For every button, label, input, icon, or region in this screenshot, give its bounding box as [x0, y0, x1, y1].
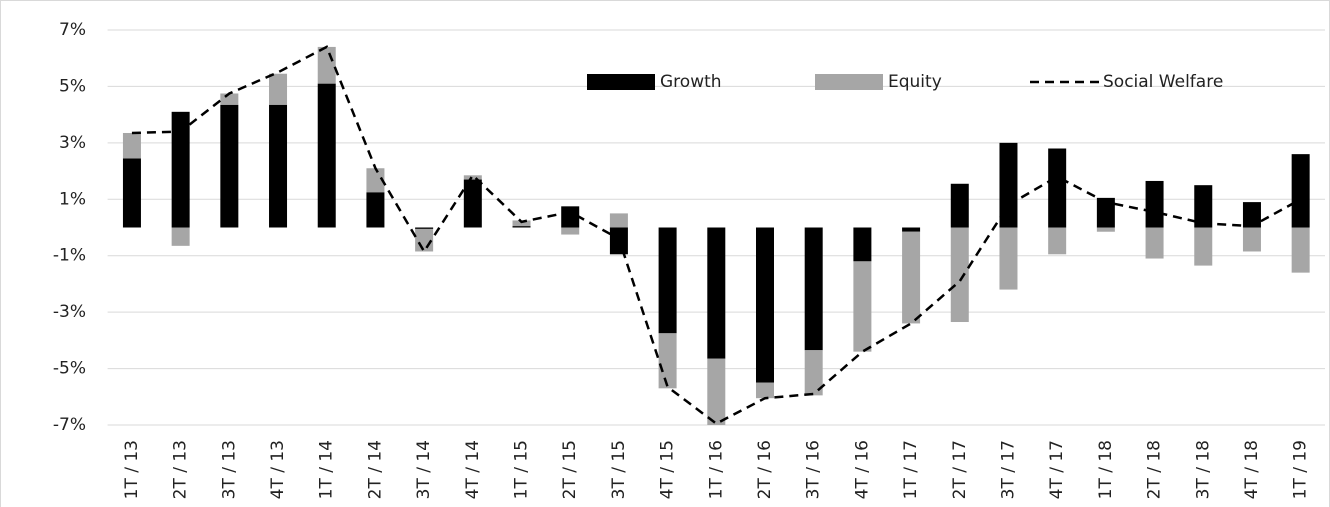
bar [1291, 154, 1310, 228]
bar [707, 227, 726, 359]
bar [171, 227, 190, 246]
x-tick-label: 4T / 13 [268, 440, 288, 499]
bar [1194, 227, 1213, 266]
x-tick-label: 1T / 15 [512, 440, 532, 499]
bar [1048, 148, 1067, 228]
bar [755, 382, 774, 399]
x-tick-label: 1T / 13 [122, 440, 142, 499]
x-tick-label: 3T / 17 [998, 440, 1018, 499]
bar [853, 261, 872, 352]
bar [463, 175, 482, 180]
x-tick-label: 4T / 17 [1047, 440, 1067, 499]
y-tick-label: 7% [59, 20, 86, 40]
x-tick-label: 1T / 16 [706, 440, 726, 499]
bar [1194, 185, 1213, 228]
x-tick-label: 4T / 18 [1242, 440, 1262, 499]
x-tick-label: 2T / 14 [365, 440, 385, 499]
x-tick-label: 1T / 19 [1291, 440, 1311, 499]
bar [512, 226, 531, 228]
bar [999, 142, 1018, 228]
x-tick-label: 4T / 15 [658, 440, 678, 499]
bar [1242, 227, 1261, 252]
bar [1242, 202, 1261, 228]
x-tick-label: 3T / 14 [414, 440, 434, 499]
legend-label: Growth [660, 72, 722, 92]
y-tick-label: -7% [53, 415, 86, 435]
bar [220, 104, 239, 228]
bar [755, 227, 774, 383]
x-tick-label: 4T / 14 [463, 440, 483, 499]
bar [902, 231, 921, 324]
y-tick-label: 5% [59, 76, 86, 96]
bar [512, 220, 531, 227]
legend-label: Social Welfare [1103, 72, 1223, 92]
bar [902, 227, 921, 232]
bar [658, 227, 677, 334]
y-tick-label: -5% [53, 359, 86, 379]
x-tick-label: 3T / 13 [219, 440, 239, 499]
bar [561, 206, 580, 228]
x-tick-label: 2T / 17 [950, 440, 970, 499]
bar [463, 179, 482, 228]
y-tick-label: 3% [59, 133, 86, 153]
bar [1145, 180, 1164, 228]
y-tick-label: -1% [53, 246, 86, 266]
bar [658, 333, 677, 389]
bar [415, 227, 434, 229]
bar [1096, 227, 1115, 232]
bar [1048, 227, 1067, 255]
bar [561, 227, 580, 235]
bar [999, 227, 1018, 290]
y-tick-label: -3% [53, 302, 86, 322]
x-tick-label: 1T / 14 [317, 440, 337, 499]
bar [707, 358, 726, 425]
x-tick-label: 2T / 13 [171, 440, 191, 499]
bar [804, 227, 823, 351]
bar [269, 104, 288, 228]
bar [122, 158, 141, 228]
x-tick-label: 2T / 16 [755, 440, 775, 499]
x-tick-label: 3T / 18 [1193, 440, 1213, 499]
bar [122, 132, 141, 159]
y-tick-label: 1% [59, 189, 86, 209]
x-tick-label: 4T / 16 [852, 440, 872, 499]
bar [220, 93, 239, 105]
bar [1096, 197, 1115, 228]
legend-label: Equity [888, 72, 942, 92]
bar [1145, 227, 1164, 259]
x-tick-label: 2T / 18 [1145, 440, 1165, 499]
x-tick-label: 3T / 16 [804, 440, 824, 499]
line [131, 45, 1302, 426]
x-tick-label: 1T / 18 [1096, 440, 1116, 499]
bar [950, 183, 969, 228]
bar [317, 46, 336, 84]
bar [950, 227, 969, 323]
bar [269, 73, 288, 105]
x-tick-label: 2T / 15 [560, 440, 580, 499]
bar [366, 168, 385, 193]
x-tick-label: 1T / 17 [901, 440, 921, 499]
bar [1291, 227, 1310, 273]
bar [366, 192, 385, 228]
legend-swatch [587, 74, 655, 90]
bar [853, 227, 872, 262]
bar [317, 83, 336, 228]
legend-swatch [815, 74, 883, 90]
bar [804, 350, 823, 396]
x-tick-label: 3T / 15 [609, 440, 629, 499]
bar [609, 213, 628, 228]
bar [171, 111, 190, 228]
